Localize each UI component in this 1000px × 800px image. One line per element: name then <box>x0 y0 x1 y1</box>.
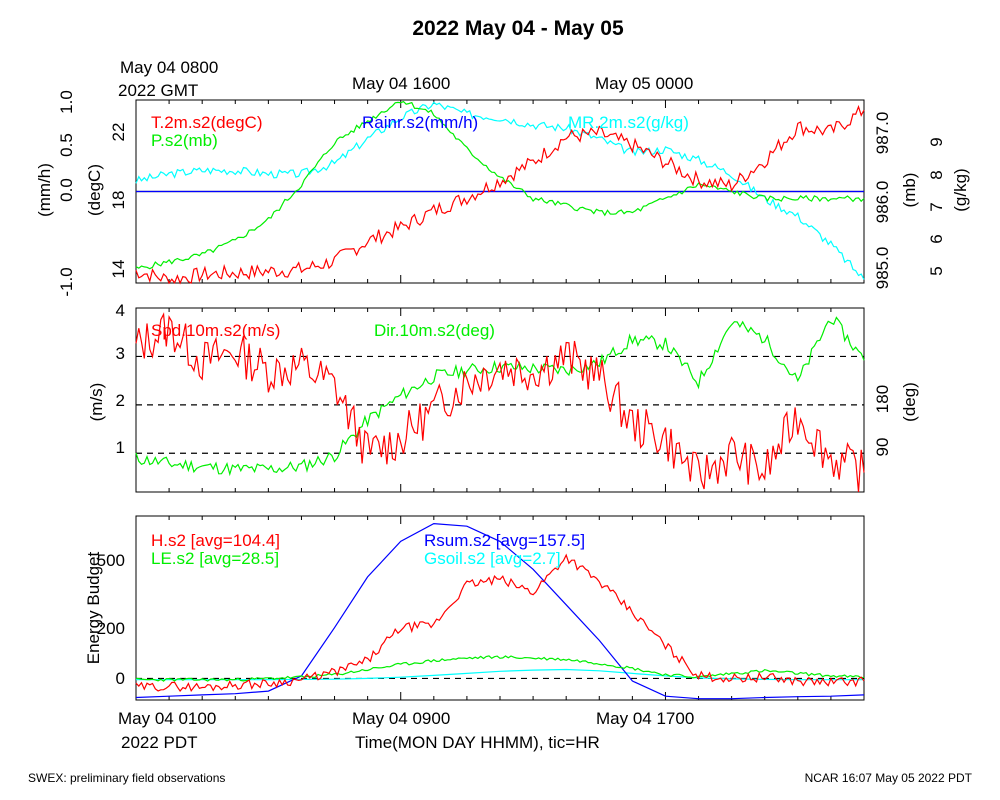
temp-tick-14: 14 <box>109 260 128 279</box>
bottom-time-label-1b: 2022 PDT <box>121 733 198 752</box>
mixing-tick-7: 7 <box>927 202 946 211</box>
speed-tick-2: 2 <box>116 391 125 410</box>
legend-rsum: Rsum.s2 [avg=157.5] <box>424 531 585 550</box>
mixing-tick-5: 5 <box>927 266 946 275</box>
speed-tick-3: 3 <box>116 344 125 363</box>
bottom-time-label-2: May 04 0900 <box>352 709 450 728</box>
chart-title: 2022 May 04 - May 05 <box>412 17 624 40</box>
rain-tick-1: 1.0 <box>57 90 76 114</box>
dir-axis-label: (deg) <box>900 382 919 422</box>
rain-tick-neg1: -1.0 <box>57 267 76 296</box>
pressure-axis-label: (mb) <box>900 173 919 208</box>
reference-lines <box>136 190 864 680</box>
series-gsoil <box>136 668 864 681</box>
top-time-label-3: May 05 0000 <box>595 74 693 93</box>
series-h <box>135 553 865 693</box>
mixing-axis-label: (g/kg) <box>951 168 970 211</box>
series-le <box>135 655 865 682</box>
energy-tick-0: 0 <box>116 669 125 688</box>
legend-temp: T.2m.s2(degC) <box>151 113 262 132</box>
legend-pressure: P.s2(mb) <box>151 131 218 150</box>
speed-tick-1: 1 <box>116 438 125 457</box>
pressure-tick-987: 987.0 <box>873 112 892 155</box>
pressure-tick-986: 986.0 <box>873 181 892 224</box>
mixing-tick-9: 9 <box>927 137 946 146</box>
series-pressure <box>135 100 865 270</box>
speed-tick-4: 4 <box>116 301 125 320</box>
speed-axis-label: (m/s) <box>87 383 106 422</box>
legend-speed: Spd.10m.s2(m/s) <box>151 321 280 340</box>
mixing-tick-6: 6 <box>927 234 946 243</box>
series-wind-speed <box>135 312 865 492</box>
series-wind-direction <box>135 316 865 477</box>
series-rsum <box>135 522 865 700</box>
rain-tick-0: 0.0 <box>57 178 76 202</box>
bottom-time-label-3: May 04 1700 <box>596 709 694 728</box>
legend-gsoil: Gsoil.s2 [avg=2.7] <box>424 549 561 568</box>
legend-h: H.s2 [avg=104.4] <box>151 531 280 550</box>
mixing-tick-8: 8 <box>927 170 946 179</box>
temp-tick-22: 22 <box>109 123 128 142</box>
legend-rain: Rainr.s2(mm/h) <box>362 113 478 132</box>
bottom-time-label-1a: May 04 0100 <box>118 709 216 728</box>
legend-le: LE.s2 [avg=28.5] <box>151 549 279 568</box>
legend-mixing: MR.2m.s2(g/kg) <box>568 113 689 132</box>
top-time-label-2: May 04 1600 <box>352 74 450 93</box>
footer-left: SWEX: preliminary field observations <box>28 771 225 785</box>
energy-tick-500: 500 <box>97 551 125 570</box>
energy-tick-200: 200 <box>97 619 125 638</box>
temp-tick-18: 18 <box>109 191 128 210</box>
footer-right: NCAR 16:07 May 05 2022 PDT <box>805 771 973 785</box>
series-mixing-ratio <box>135 101 865 280</box>
series-temperature <box>135 104 865 285</box>
rain-axis-label: (mm/h) <box>35 163 54 217</box>
top-time-label-1a: May 04 0800 <box>120 58 218 77</box>
top-time-label-1b: 2022 GMT <box>118 81 198 100</box>
dir-tick-90: 90 <box>873 438 892 457</box>
x-axis-label: Time(MON DAY HHMM), tic=HR <box>355 733 600 752</box>
dir-tick-180: 180 <box>873 385 892 413</box>
rain-tick-05: 0.5 <box>57 133 76 157</box>
series-lines <box>135 100 865 700</box>
axis-ticks <box>135 100 865 700</box>
legend-direction: Dir.10m.s2(deg) <box>374 321 495 340</box>
energy-axis-label: Energy Budget <box>84 551 103 664</box>
pressure-tick-985: 985.0 <box>873 247 892 290</box>
temp-axis-label: (degC) <box>85 164 104 216</box>
